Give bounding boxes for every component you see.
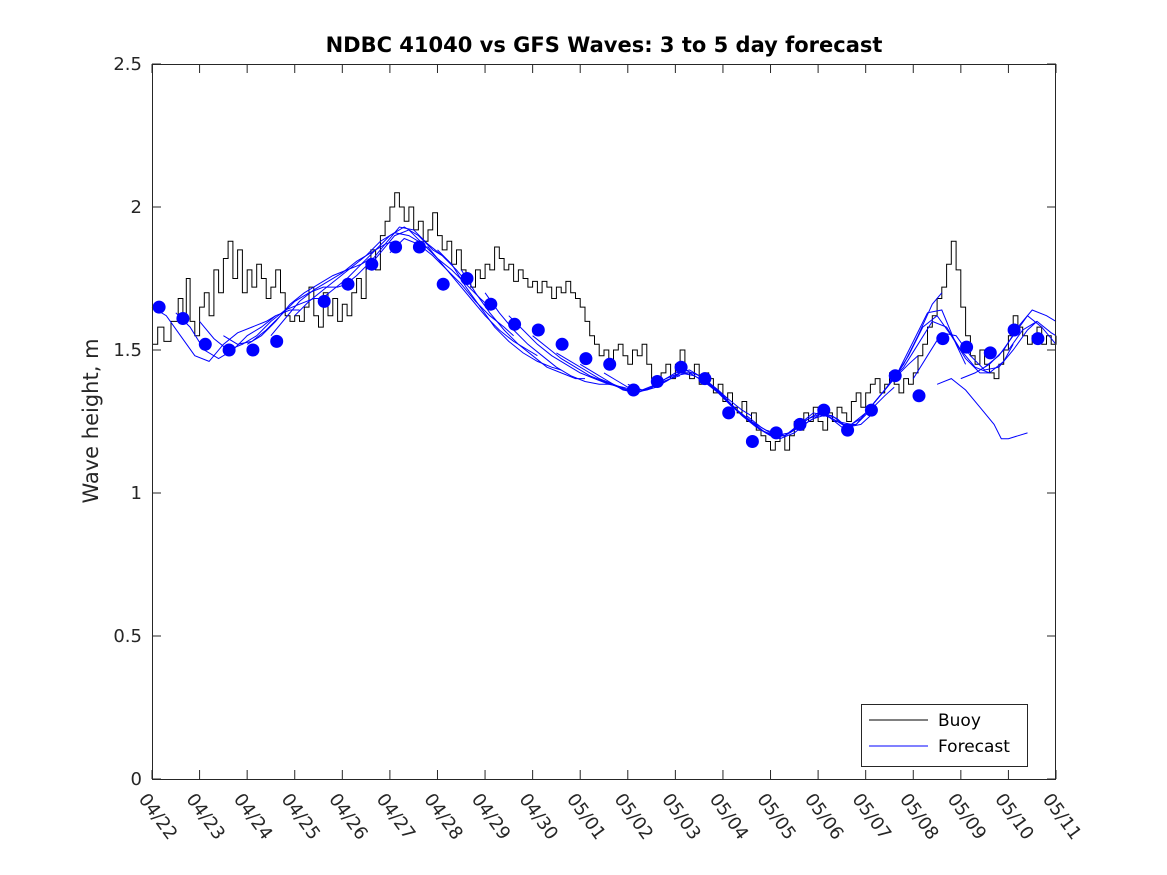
forecast-series-line bbox=[984, 314, 1057, 368]
forecast-series-line bbox=[484, 292, 609, 385]
forecast-marker bbox=[627, 383, 640, 397]
y-axis: 0 0.5 1 1.5 2 2.5 bbox=[113, 54, 1056, 790]
forecast-series-line bbox=[936, 378, 1028, 440]
forecast-marker bbox=[912, 389, 926, 403]
forecast-marker bbox=[555, 337, 569, 351]
forecast-marker bbox=[745, 435, 759, 448]
chart-title: NDBC 41040 vs GFS Waves: 3 to 5 day fore… bbox=[326, 33, 883, 57]
y-tick-label: 2.5 bbox=[113, 54, 142, 75]
forecast-marker bbox=[698, 372, 712, 386]
forecast-series-line bbox=[912, 321, 1038, 379]
y-tick-label: 1.5 bbox=[113, 340, 142, 361]
forecast-marker bbox=[412, 240, 426, 254]
forecast-marker bbox=[365, 257, 379, 271]
forecast-marker bbox=[722, 406, 736, 420]
forecast-marker bbox=[650, 375, 664, 388]
x-tick-label: 05/01 bbox=[562, 790, 609, 844]
plot-frame bbox=[152, 64, 1056, 780]
forecast-series-line bbox=[841, 309, 967, 425]
buoy-series-line bbox=[152, 192, 1057, 451]
forecast-series-line bbox=[865, 314, 990, 414]
x-tick-label: 05/02 bbox=[610, 790, 657, 844]
forecast-marker bbox=[198, 337, 212, 351]
forecast-marker bbox=[1007, 323, 1021, 337]
forecast-series-line bbox=[460, 269, 585, 380]
forecast-series-line bbox=[270, 240, 395, 337]
y-tick-label: 0 bbox=[131, 769, 142, 790]
forecast-marker bbox=[317, 294, 331, 308]
forecast-marker bbox=[152, 300, 166, 314]
forecast-marker bbox=[960, 340, 974, 354]
forecast-marker bbox=[841, 423, 855, 437]
forecast-marker bbox=[579, 352, 593, 366]
x-tick-label: 04/22 bbox=[134, 790, 181, 844]
forecast-marker bbox=[864, 403, 878, 417]
y-tick-label: 2 bbox=[131, 197, 142, 218]
forecast-series-line bbox=[437, 249, 562, 371]
forecast-series-line bbox=[603, 369, 729, 399]
forecast-series-line bbox=[318, 226, 443, 302]
x-tick-label: 04/26 bbox=[324, 790, 371, 844]
forecast-series-line bbox=[770, 386, 895, 437]
forecast-series-line bbox=[294, 232, 419, 317]
x-tick-label: 05/06 bbox=[800, 790, 847, 844]
forecast-marker bbox=[341, 277, 355, 291]
forecast-series-line bbox=[1007, 320, 1057, 351]
x-tick-label: 04/27 bbox=[372, 790, 419, 844]
legend-buoy-label: Buoy bbox=[938, 711, 981, 731]
x-tick-label: 04/30 bbox=[515, 790, 562, 844]
forecast-marker bbox=[460, 272, 474, 285]
forecast-marker bbox=[888, 369, 902, 383]
legend: Buoy Forecast bbox=[861, 704, 1028, 767]
forecast-marker bbox=[389, 240, 403, 254]
y-tick-label: 0.5 bbox=[113, 626, 142, 647]
forecast-series-line bbox=[246, 258, 372, 345]
forecast-series-line bbox=[151, 306, 276, 362]
forecast-marker bbox=[270, 334, 284, 348]
forecast-marker bbox=[769, 426, 783, 440]
y-axis-label: Wave height, m bbox=[79, 338, 103, 503]
forecast-marker bbox=[222, 343, 236, 357]
forecast-marker bbox=[1031, 332, 1045, 346]
forecast-marker bbox=[936, 332, 950, 346]
forecast-series-line bbox=[627, 369, 752, 417]
forecast-marker bbox=[436, 277, 450, 291]
forecast-marker bbox=[793, 417, 807, 431]
x-tick-label: 04/25 bbox=[277, 790, 324, 844]
forecast-marker bbox=[176, 312, 190, 325]
x-tick-label: 04/23 bbox=[182, 790, 229, 844]
x-tick-label: 05/08 bbox=[895, 790, 942, 844]
forecast-marker bbox=[983, 346, 997, 360]
forecast-series-line bbox=[199, 298, 324, 351]
x-tick-label: 05/05 bbox=[752, 790, 799, 844]
forecast-marker bbox=[484, 297, 498, 311]
x-tick-label: 04/24 bbox=[229, 790, 276, 844]
forecast-series-line bbox=[175, 309, 300, 360]
forecast-series-line bbox=[793, 355, 919, 431]
forecast-series-line bbox=[889, 320, 1014, 382]
forecast-marker bbox=[603, 357, 617, 371]
forecast-series-line bbox=[365, 229, 491, 308]
forecast-marker bbox=[508, 317, 522, 331]
x-tick-label: 05/09 bbox=[943, 790, 990, 844]
forecast-marker bbox=[674, 360, 688, 374]
x-tick-label: 05/10 bbox=[990, 790, 1037, 844]
legend-box bbox=[861, 704, 1028, 767]
x-tick-label: 04/28 bbox=[419, 790, 466, 844]
forecast-series-line bbox=[223, 283, 348, 345]
forecast-series-line bbox=[675, 372, 800, 437]
y-tick-label: 1 bbox=[131, 483, 142, 504]
forecast-marker bbox=[246, 343, 260, 357]
x-tick-label: 04/29 bbox=[467, 790, 514, 844]
forecast-marker bbox=[817, 403, 831, 417]
x-tick-label: 05/04 bbox=[705, 790, 752, 844]
legend-forecast-label: Forecast bbox=[938, 737, 1010, 757]
plot-area bbox=[151, 192, 1057, 451]
forecast-marker bbox=[531, 323, 545, 337]
x-tick-label: 05/11 bbox=[1038, 790, 1085, 844]
x-tick-label: 05/07 bbox=[848, 790, 895, 844]
forecast-series-line bbox=[341, 226, 467, 288]
x-tick-label: 05/03 bbox=[657, 790, 704, 844]
